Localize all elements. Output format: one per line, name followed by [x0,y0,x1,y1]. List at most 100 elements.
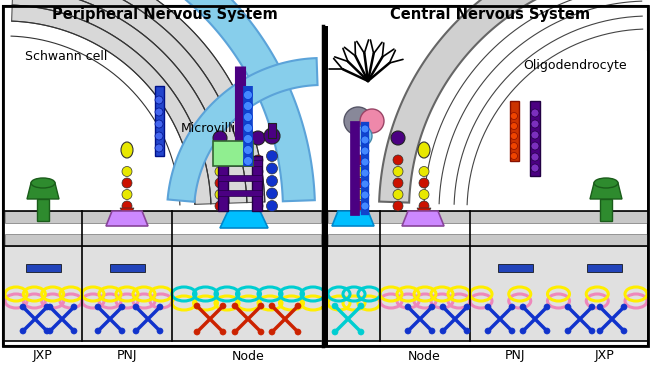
Circle shape [122,190,132,200]
Circle shape [243,102,253,111]
Ellipse shape [31,178,55,188]
Circle shape [510,132,518,139]
Circle shape [597,328,603,334]
Circle shape [621,304,627,310]
Circle shape [393,190,403,200]
Circle shape [220,303,226,309]
Polygon shape [27,183,59,199]
Circle shape [531,120,539,128]
Circle shape [122,201,132,211]
Circle shape [243,112,253,121]
Circle shape [157,304,163,310]
Circle shape [353,131,367,145]
Polygon shape [590,183,622,199]
Circle shape [215,201,225,211]
Bar [5,234,321,246]
Circle shape [155,120,163,128]
Circle shape [531,142,539,150]
Circle shape [361,147,369,155]
Bar [328,246,647,341]
Circle shape [215,190,225,200]
Circle shape [253,155,263,165]
Circle shape [264,128,280,144]
Bar [218,160,262,166]
Bar [5,211,321,223]
Circle shape [215,178,225,188]
Circle shape [266,188,277,199]
Circle shape [269,329,275,335]
Circle shape [464,328,470,334]
Circle shape [565,328,571,334]
Circle shape [510,123,518,129]
Ellipse shape [594,178,618,188]
Circle shape [243,135,253,144]
Circle shape [71,328,77,334]
Polygon shape [13,0,247,203]
Circle shape [194,303,200,309]
Circle shape [155,144,163,152]
Bar [213,141,253,166]
Circle shape [243,91,253,100]
Circle shape [393,155,403,165]
Circle shape [243,156,253,165]
Circle shape [361,191,369,199]
Circle shape [133,304,139,310]
Polygon shape [12,5,211,205]
Circle shape [352,126,372,146]
Text: PNJ: PNJ [505,350,525,362]
Circle shape [509,328,515,334]
Text: JXP: JXP [595,350,615,362]
Circle shape [355,155,365,165]
Polygon shape [106,211,148,226]
Circle shape [361,202,369,210]
Polygon shape [332,211,374,226]
Circle shape [253,167,263,176]
Polygon shape [379,0,641,203]
Circle shape [391,131,405,145]
Circle shape [95,328,101,334]
Circle shape [95,304,101,310]
Circle shape [531,131,539,139]
Circle shape [531,153,539,161]
Ellipse shape [418,142,430,158]
Bar [328,211,647,223]
Circle shape [485,328,491,334]
Circle shape [232,303,238,309]
Polygon shape [417,208,431,220]
Circle shape [332,329,338,335]
Circle shape [119,328,125,334]
Circle shape [47,328,53,334]
Circle shape [419,178,429,188]
Circle shape [597,304,603,310]
Circle shape [358,329,364,335]
Circle shape [155,96,163,104]
Bar [218,190,262,196]
Bar [37,199,49,221]
Bar [109,264,145,272]
Bar [510,101,519,161]
Text: Microvilli: Microvilli [180,121,236,135]
Circle shape [20,328,26,334]
Polygon shape [167,58,318,202]
Circle shape [213,131,227,145]
Circle shape [20,304,26,310]
Circle shape [440,304,446,310]
Text: Node: Node [408,350,440,362]
Circle shape [122,178,132,188]
Circle shape [71,304,77,310]
Circle shape [589,328,595,334]
Text: PNJ: PNJ [117,350,137,362]
Circle shape [464,304,470,310]
Text: Node: Node [232,350,264,362]
Circle shape [133,328,139,334]
Bar [328,51,647,211]
Polygon shape [15,0,315,201]
Circle shape [531,164,539,172]
Bar [230,144,250,156]
Ellipse shape [121,142,133,158]
Circle shape [215,155,225,165]
Circle shape [194,329,200,335]
Circle shape [122,167,132,176]
Circle shape [405,304,411,310]
Circle shape [253,190,263,200]
